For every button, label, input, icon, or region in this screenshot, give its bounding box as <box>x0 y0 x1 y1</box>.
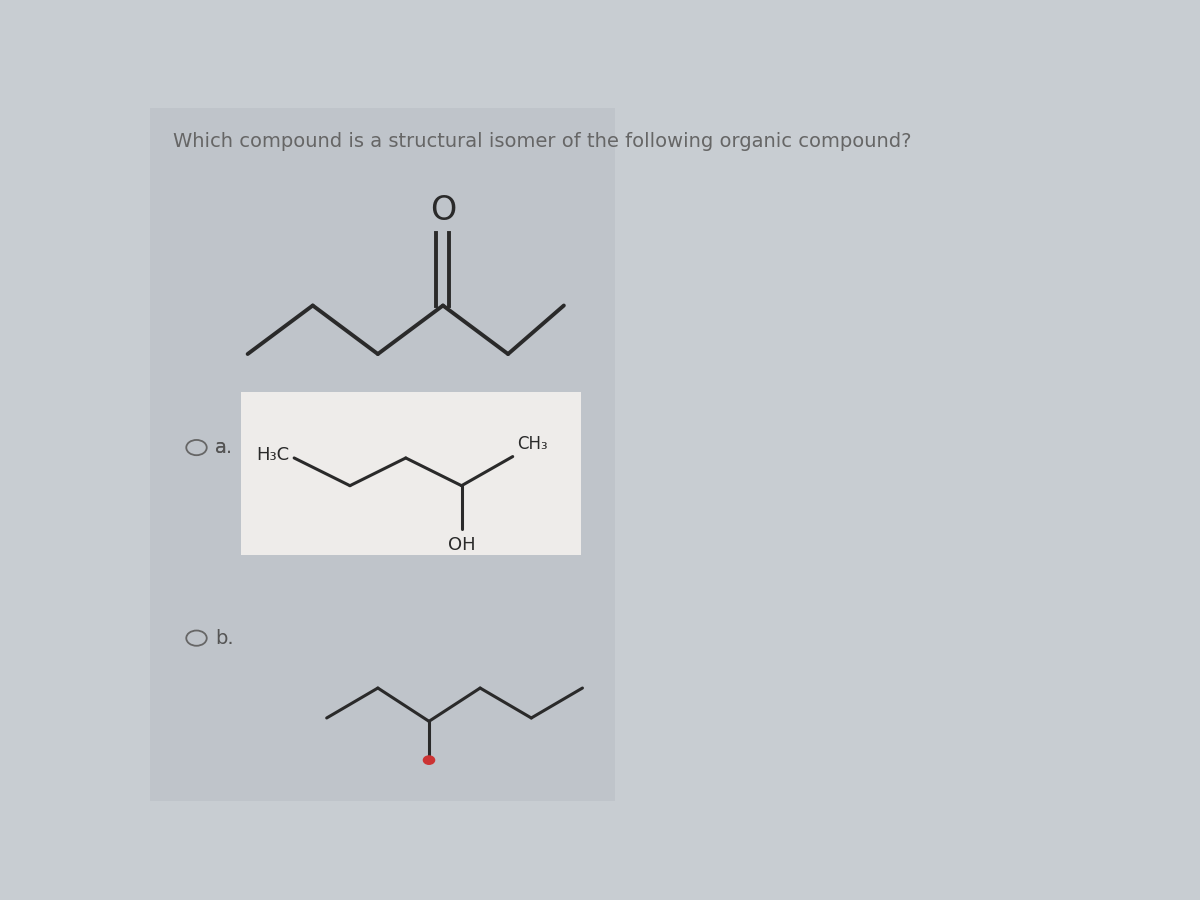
Text: Which compound is a structural isomer of the following organic compound?: Which compound is a structural isomer of… <box>173 132 912 151</box>
Text: b.: b. <box>215 628 234 648</box>
Text: a.: a. <box>215 438 233 457</box>
Text: H₃C: H₃C <box>257 446 289 464</box>
Text: OH: OH <box>448 536 475 554</box>
Text: O: O <box>430 194 456 227</box>
Circle shape <box>424 756 434 764</box>
Text: CH₃: CH₃ <box>517 435 548 453</box>
Text: a.: a. <box>215 438 233 457</box>
Bar <box>150 108 616 801</box>
Bar <box>241 392 581 555</box>
